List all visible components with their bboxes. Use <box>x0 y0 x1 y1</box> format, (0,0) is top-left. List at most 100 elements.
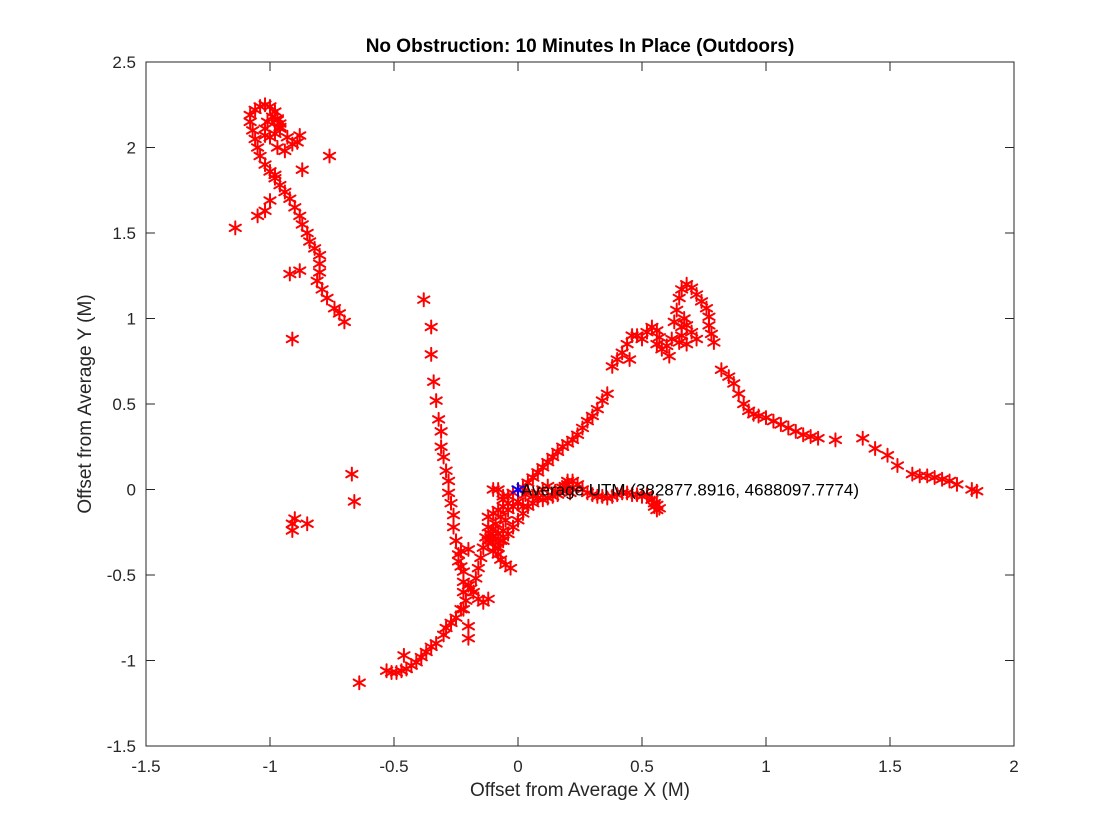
x-tick-label: -0.5 <box>379 757 408 776</box>
data-point <box>905 466 919 482</box>
x-tick-label: -1.5 <box>131 757 160 776</box>
data-point <box>471 560 485 576</box>
data-point <box>283 266 297 282</box>
data-point <box>461 618 476 634</box>
data-point <box>622 352 637 368</box>
data-point <box>494 552 508 568</box>
y-tick-label: 1 <box>127 310 136 329</box>
data-point <box>337 314 352 330</box>
data-point <box>640 487 654 503</box>
data-point <box>625 328 639 344</box>
data-point <box>427 374 441 390</box>
data-point <box>243 107 257 123</box>
data-point <box>702 317 716 333</box>
data-point <box>347 493 361 509</box>
data-point <box>521 475 535 491</box>
data-point <box>486 482 500 497</box>
y-tick-label: -1 <box>121 652 136 671</box>
y-tick-label: 2 <box>127 139 136 158</box>
data-point <box>436 449 451 465</box>
data-point <box>332 305 347 321</box>
data-point <box>565 480 580 496</box>
x-axis-ticks: -1.5 -1 -0.5 0 0.5 1 1.5 2 <box>131 62 1019 776</box>
data-point <box>461 630 476 646</box>
data-point <box>672 334 686 350</box>
average-utm-annotation: Average UTM (382877.8916, 4688097.7774) <box>521 481 859 500</box>
x-tick-label: 0 <box>513 757 522 776</box>
data-point <box>352 675 366 691</box>
data-point <box>486 543 500 559</box>
data-point <box>456 601 471 617</box>
data-point <box>285 331 299 347</box>
data-point <box>970 483 984 499</box>
data-point <box>444 495 458 511</box>
data-point <box>928 470 942 486</box>
x-tick-label: 2 <box>1009 757 1018 776</box>
data-point <box>434 423 448 439</box>
data-point <box>506 499 520 515</box>
data-point <box>285 523 299 539</box>
y-axis-label: Offset from Average Y (M) <box>75 294 96 513</box>
data-point <box>950 476 964 492</box>
data-point <box>727 375 741 391</box>
y-tick-label: 0 <box>127 481 136 500</box>
x-tick-label: -1 <box>262 757 277 776</box>
average-marker-group <box>511 482 525 497</box>
chart-title: No Obstruction: 10 Minutes In Place (Out… <box>366 36 795 57</box>
data-point <box>293 128 307 144</box>
data-point <box>880 447 895 463</box>
x-tick-label: 0.5 <box>630 757 654 776</box>
y-tick-label: 2.5 <box>112 53 136 72</box>
data-point <box>327 300 342 316</box>
data-point <box>429 635 443 651</box>
data-point <box>935 471 949 487</box>
data-point <box>419 644 433 660</box>
data-point <box>486 521 500 537</box>
data-point <box>424 346 438 362</box>
data-point <box>868 440 882 456</box>
data-point <box>546 449 560 465</box>
x-tick-label: 1 <box>761 757 770 776</box>
data-point <box>459 593 473 609</box>
data-point <box>441 473 456 489</box>
data-point <box>258 157 272 173</box>
data-point <box>322 148 337 164</box>
data-point <box>828 432 843 448</box>
y-tick-label: 0.5 <box>112 395 136 414</box>
data-point <box>253 148 267 164</box>
data-point <box>503 560 518 576</box>
data-point <box>295 216 309 232</box>
data-point <box>856 430 870 446</box>
data-point <box>449 533 463 549</box>
data-point <box>315 281 329 297</box>
data-point <box>303 234 317 250</box>
data-point <box>320 290 334 306</box>
data-point <box>454 543 468 559</box>
data-point <box>446 507 461 523</box>
data-points <box>228 97 984 691</box>
x-tick-label: 1.5 <box>878 757 902 776</box>
data-point <box>345 466 359 482</box>
y-tick-label: -1.5 <box>107 737 136 756</box>
data-point <box>672 290 686 306</box>
data-point <box>647 499 662 515</box>
data-point <box>699 300 714 316</box>
data-point <box>526 470 540 486</box>
data-point <box>441 485 456 501</box>
data-point <box>228 220 242 236</box>
data-point <box>670 302 684 318</box>
data-point <box>285 136 299 152</box>
data-point <box>531 485 545 501</box>
data-point <box>531 464 545 480</box>
data-point <box>429 393 443 409</box>
data-point <box>662 348 676 364</box>
data-point <box>293 208 307 224</box>
data-point <box>417 292 431 308</box>
data-point <box>456 564 471 580</box>
data-point <box>551 444 565 460</box>
data-point <box>707 334 721 350</box>
data-point <box>414 649 428 665</box>
data-point <box>920 468 934 484</box>
data-point <box>811 430 825 446</box>
